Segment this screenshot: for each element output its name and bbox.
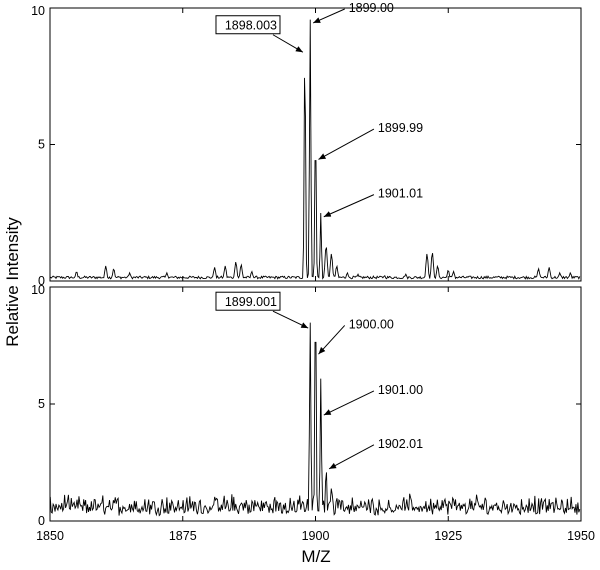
y-tick-label: 0 (38, 514, 45, 528)
spectrum-panel-top: 0 5 10 1898.003 1899.00 1899.99 1901.01 (31, 1, 582, 288)
peak-label: 1902.01 (378, 437, 423, 451)
plot-frame (49, 286, 582, 522)
y-tick-label: 5 (38, 138, 45, 152)
spectrum-trace (49, 322, 581, 517)
y-tick-label: 10 (31, 4, 45, 18)
peak-annotation: 1899.001 (215, 291, 309, 329)
peak-annotation: 1899.00 (312, 1, 394, 24)
peak-point (314, 293, 316, 295)
peak-annotation: 1898.003 (215, 15, 304, 53)
peak-point (325, 464, 327, 466)
peak-point (304, 45, 306, 47)
annotation-arrow (328, 444, 375, 470)
peak-label-box (215, 15, 281, 35)
peak-label: 1900.00 (349, 317, 394, 331)
peak-label: 1901.01 (378, 187, 423, 201)
peak-annotation: 1899.99 (318, 121, 423, 160)
annotation-arrow (323, 194, 375, 218)
peak-label-box (215, 291, 281, 311)
y-tick-label: 5 (38, 397, 45, 411)
x-tick-label: 1900 (302, 529, 330, 543)
annotation-arrow (312, 8, 345, 24)
peak-annotation: 1902.01 (328, 437, 423, 470)
peak-label: 1899.00 (349, 1, 394, 15)
y-axis-title: Relative Intensity (3, 217, 22, 347)
x-tick-label: 1925 (434, 529, 462, 543)
peak-label: 1899.99 (378, 121, 423, 135)
peak-annotation: 1900.00 (318, 317, 394, 355)
plot-frame (49, 7, 582, 282)
annotation-arrow (318, 325, 346, 355)
peak-label: 1899.001 (225, 295, 277, 309)
peak-point (314, 127, 316, 129)
annotation-arrow (318, 128, 375, 160)
x-tick-label: 1950 (567, 529, 595, 543)
annotation-arrow (272, 34, 304, 53)
x-axis-title: M/Z (301, 547, 330, 566)
spectrum-trace (49, 19, 581, 280)
x-tick-label: 1875 (169, 529, 197, 543)
peak-annotation: 1901.01 (323, 187, 423, 218)
peak-label: 1898.003 (225, 19, 277, 33)
y-tick-label: 0 (38, 274, 45, 288)
y-tick-label: 10 (31, 283, 45, 297)
spectrum-panel-bottom: 1850 1875 1900 1925 1950 0 5 10 1899.001 1900.00 1… (31, 283, 595, 543)
peak-annotation: 1901.00 (323, 383, 423, 416)
peak-label: 1901.00 (378, 383, 423, 397)
annotation-arrow (272, 310, 309, 329)
annotation-arrow (323, 390, 375, 416)
peak-point (325, 244, 327, 246)
x-tick-label: 1850 (36, 529, 64, 543)
